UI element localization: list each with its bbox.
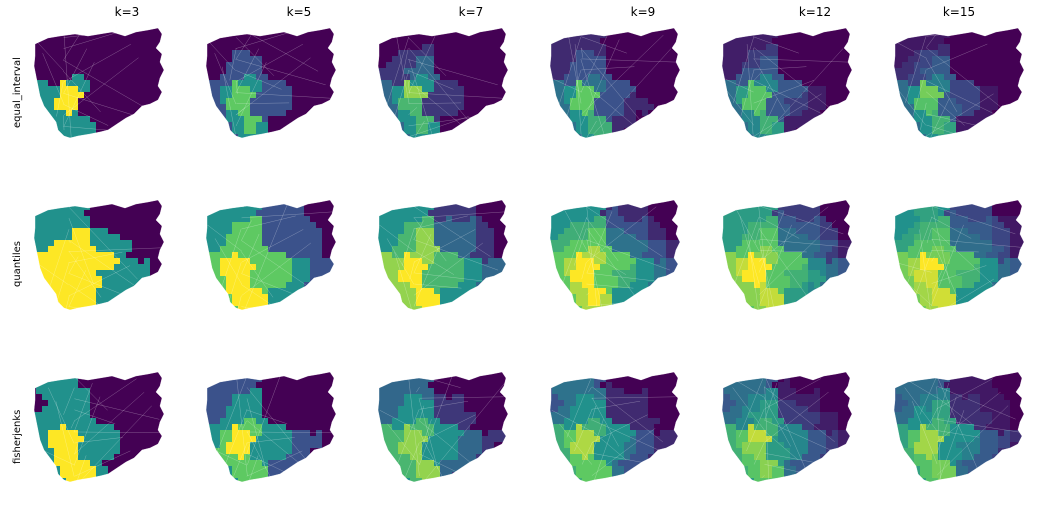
country-outline (205, 199, 337, 311)
country-outline (205, 27, 337, 139)
map-panel-r1-c3 (374, 26, 514, 148)
map-panel-r3-c6 (890, 370, 1030, 492)
map-panel-r3-c5 (718, 370, 858, 492)
country-outline (205, 371, 337, 483)
country-outline (721, 27, 853, 139)
map-svg-r2-c4 (549, 199, 681, 311)
map-regions (378, 372, 508, 482)
map-svg-r2-c6 (893, 199, 1025, 311)
map-panel-r2-c3 (374, 198, 514, 320)
country-outline (721, 199, 853, 311)
map-svg-r3-c1 (33, 371, 165, 483)
map-panel-r2-c4 (546, 198, 686, 320)
map-panel-r1-c5 (718, 26, 858, 148)
map-svg-r3-c6 (893, 371, 1025, 483)
map-svg-r1-c4 (549, 27, 681, 139)
map-regions (34, 372, 164, 482)
map-svg-r2-c2 (205, 199, 337, 311)
map-panel-r3-c1 (30, 370, 170, 492)
map-svg-r3-c5 (721, 371, 853, 483)
country-outline (33, 371, 165, 483)
map-svg-r2-c1 (33, 199, 165, 311)
country-outline (549, 371, 681, 483)
map-panel-r1-c1 (30, 26, 170, 148)
map-svg-r1-c5 (721, 27, 853, 139)
country-outline (721, 371, 853, 483)
country-outline (549, 27, 681, 139)
row-label-equal-interval: equal_interval (12, 57, 23, 128)
map-panel-r1-c2 (202, 26, 342, 148)
map-panel-r3-c2 (202, 370, 342, 492)
map-svg-r1-c6 (893, 27, 1025, 139)
map-svg-r2-c5 (721, 199, 853, 311)
map-panel-r2-c6 (890, 198, 1030, 320)
map-regions (722, 200, 852, 310)
map-panel-r1-c4 (546, 26, 686, 148)
map-regions (894, 200, 1024, 310)
map-regions (378, 28, 508, 138)
map-svg-r3-c4 (549, 371, 681, 483)
map-panel-r2-c2 (202, 198, 342, 320)
map-regions (550, 28, 680, 138)
map-svg-r1-c2 (205, 27, 337, 139)
map-regions (378, 200, 508, 310)
map-regions (550, 200, 680, 310)
column-title-k7: k=7 (458, 5, 484, 19)
map-svg-r3-c2 (205, 371, 337, 483)
column-title-k3: k=3 (114, 5, 140, 19)
map-regions (34, 28, 164, 138)
map-svg-r1-c1 (33, 27, 165, 139)
country-outline (377, 27, 509, 139)
country-outline (33, 27, 165, 139)
map-svg-r1-c3 (377, 27, 509, 139)
map-regions (206, 200, 336, 310)
country-outline (893, 199, 1025, 311)
map-regions (894, 28, 1024, 138)
map-regions (722, 28, 852, 138)
map-panel-r1-c6 (890, 26, 1030, 148)
map-regions (894, 372, 1024, 482)
country-outline (377, 199, 509, 311)
country-outline (893, 27, 1025, 139)
column-title-k5: k=5 (286, 5, 312, 19)
country-outline (33, 199, 165, 311)
map-panel-r3-c3 (374, 370, 514, 492)
country-outline (377, 371, 509, 483)
map-regions (722, 372, 852, 482)
map-panel-r2-c1 (30, 198, 170, 320)
column-title-k12: k=12 (798, 5, 832, 19)
country-outline (549, 199, 681, 311)
country-outline (893, 371, 1025, 483)
map-panel-r3-c4 (546, 370, 686, 492)
map-regions (34, 200, 164, 310)
row-label-quantiles: quantiles (12, 241, 23, 287)
map-regions (550, 372, 680, 482)
map-svg-r2-c3 (377, 199, 509, 311)
map-regions (206, 28, 336, 138)
column-title-k9: k=9 (630, 5, 656, 19)
row-label-fisherjenks: fisherjenks (12, 409, 23, 464)
column-title-k15: k=15 (942, 5, 976, 19)
map-regions (206, 372, 336, 482)
map-svg-r3-c3 (377, 371, 509, 483)
map-panel-r2-c5 (718, 198, 858, 320)
